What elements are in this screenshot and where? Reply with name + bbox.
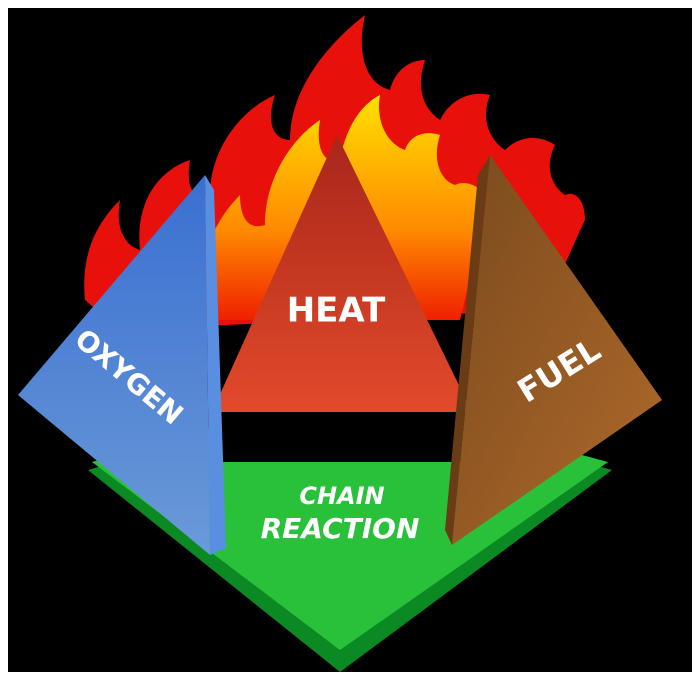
- reaction-label: REACTION: [261, 512, 420, 545]
- heat-label: HEAT: [287, 291, 386, 331]
- fire-tetrahedron: HEAT OXYGEN FUEL CHAIN REACTION: [0, 0, 700, 680]
- gap: [212, 412, 472, 462]
- chain-label: CHAIN: [299, 482, 384, 510]
